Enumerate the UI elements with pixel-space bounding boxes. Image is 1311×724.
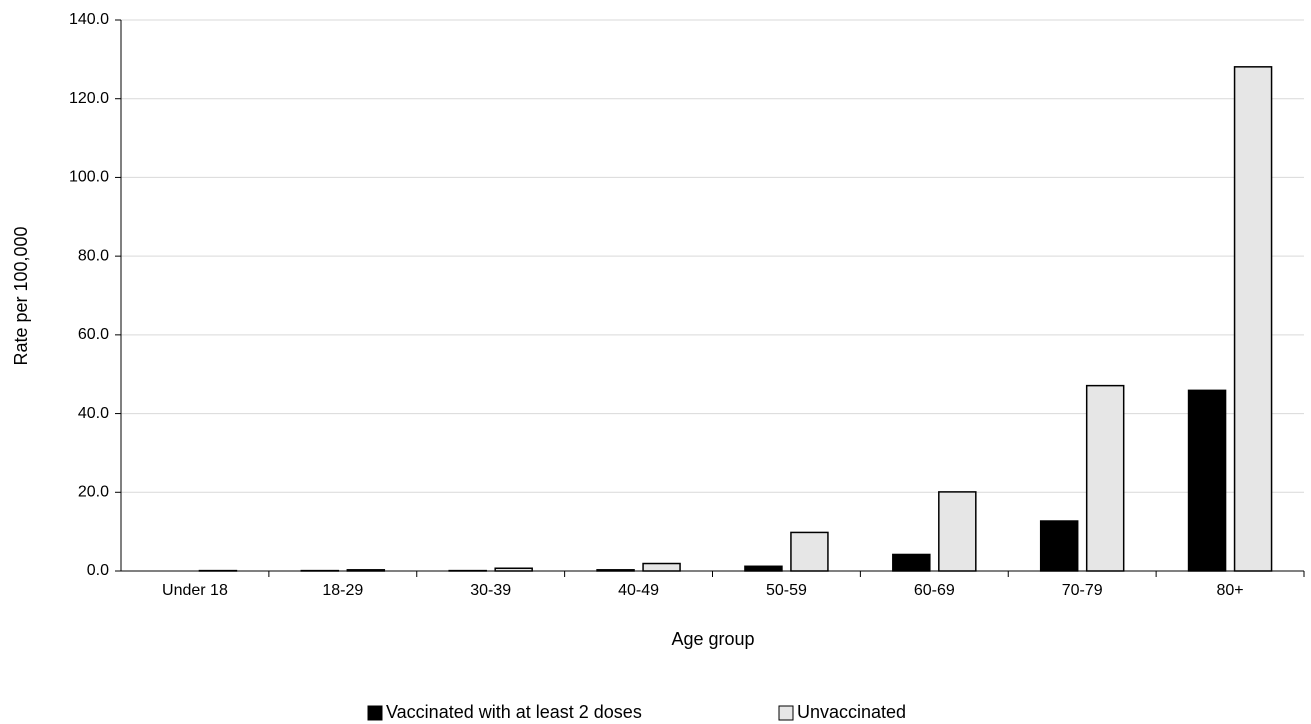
x-tick-label: 80+ [1216, 582, 1243, 599]
bar [938, 491, 977, 572]
bar [1039, 520, 1079, 572]
legend-swatch [367, 705, 383, 721]
y-tick-label: 140.0 [69, 11, 109, 28]
x-tick-label: 60-69 [914, 582, 955, 599]
bar [1085, 384, 1125, 572]
y-axis-title: Rate per 100,000 [11, 226, 31, 365]
y-tick-label: 20.0 [78, 484, 109, 501]
x-tick-label: 18-29 [322, 582, 363, 599]
y-tick-label: 60.0 [78, 326, 109, 343]
legend-label: Unvaccinated [797, 702, 906, 722]
bar [1187, 389, 1227, 572]
y-tick-label: 100.0 [69, 169, 109, 186]
y-tick-label: 120.0 [69, 90, 109, 107]
bar [642, 562, 681, 572]
x-tick-label: 70-79 [1062, 582, 1103, 599]
legend-swatch [778, 705, 794, 721]
bar [744, 565, 783, 572]
legend-label: Vaccinated with at least 2 doses [386, 702, 642, 722]
bar [1233, 66, 1273, 572]
bar [790, 531, 829, 572]
bar [892, 553, 931, 572]
x-tick-label: Under 18 [162, 582, 228, 599]
y-tick-label: 80.0 [78, 247, 109, 264]
x-tick-label: 30-39 [470, 582, 511, 599]
y-tick-label: 0.0 [87, 562, 109, 579]
y-tick-label: 40.0 [78, 405, 109, 422]
x-axis-title: Age group [671, 629, 754, 649]
x-tick-label: 40-49 [618, 582, 659, 599]
x-tick-label: 50-59 [766, 582, 807, 599]
